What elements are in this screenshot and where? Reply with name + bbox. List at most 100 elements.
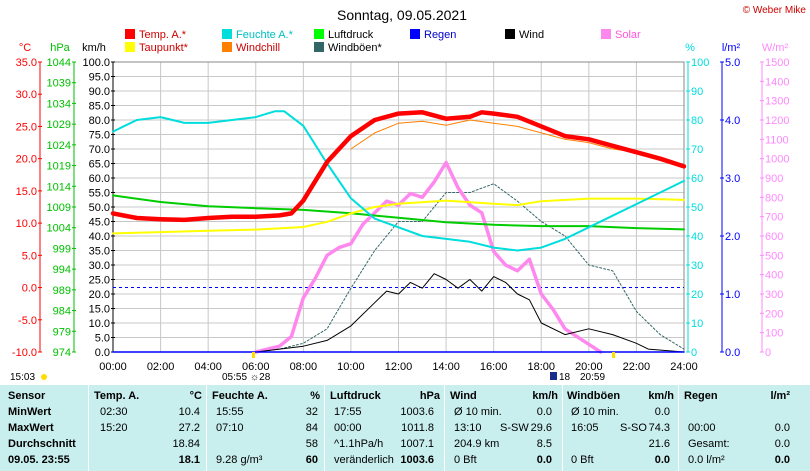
header-temp: Temp. A. [94,390,140,402]
x-tick-label-2: 04:00 [194,361,222,373]
legend-label-5: Solar [615,29,641,41]
tick-label-pressure_hpa-1: 1039 [47,78,71,90]
legend-swatch-2 [314,29,324,39]
pressure-time: 17:55 [334,406,362,418]
gust-direction: S-SO [620,422,647,434]
tick-label-solar_wm2-11: 400 [765,270,783,282]
tick-label-pressure_hpa-4: 1024 [47,140,71,152]
sun-position-marker [550,372,557,380]
x-tick-label-10: 20:00 [575,361,603,373]
marker-moon: ☼28 [250,372,271,383]
tick-label-wind_kmh-6: 70.0 [89,144,110,156]
temp-value: 18.84 [172,438,200,450]
tick-label-wind_kmh-12: 40.0 [89,231,110,243]
series-windb-en [112,183,685,353]
tick-label-humidity_pct-9: 10 [691,318,703,330]
wind-value: 29.6 [530,422,552,434]
pressure-value: 1003.6 [400,406,434,418]
tick-label-solar_wm2-14: 100 [765,328,783,340]
series-wind [112,273,685,353]
marker-sunset: 20:59 [580,372,605,383]
legend-label-1: Feuchte A.* [236,29,294,41]
pressure-time: 00:00 [334,422,362,434]
wind-direction: S-SW [500,422,529,434]
header-gust-unit: km/h [648,390,674,402]
stats-table: Sensor Temp. A. °C Feuchte A.% Luftdruck hPa W… [0,385,810,471]
sun-marker-left [41,374,47,380]
series-temp-a [110,110,687,223]
tick-label-wind_kmh-20: 0.0 [95,347,110,359]
credit-label: © Weber Mike [743,5,807,16]
tick-label-rain_lm2-2: 3.0 [725,173,740,185]
marker-sunrise: 05:55 [222,372,247,383]
tick-label-humidity_pct-7: 30 [691,260,703,272]
tick-label-pressure_hpa-9: 999 [53,243,71,255]
tick-label-rain_lm2-3: 2.0 [725,231,740,243]
sunrise-tick [252,352,255,358]
header-pressure-unit: hPa [419,390,440,402]
tick-label-humidity_pct-8: 20 [691,289,703,301]
axis-header-humidity_pct: % [685,42,695,54]
weather-chart: Sonntag, 09.05.2021 © Weber Mike Temp. A… [10,5,807,383]
rain-info: 00:00 [688,422,716,434]
header-sensor: Sensor [8,390,46,402]
header-wind-unit: km/h [532,390,558,402]
x-tick-label-6: 12:00 [385,361,413,373]
tick-label-rain_lm2-5: 0.0 [725,347,740,359]
marker-sun-pos: 18 [559,372,571,383]
legend-label-7: Windchill [236,42,280,54]
grid [112,61,685,353]
legend-swatch-3 [410,29,420,39]
legend-swatch-6 [125,42,135,52]
tick-label-wind_kmh-14: 30.0 [89,260,110,272]
axis-header-pressure_hpa: hPa [50,42,70,54]
x-tick-label-9: 18:00 [527,361,555,373]
tick-label-solar_wm2-12: 300 [765,289,783,301]
gust-value: 0.0 [654,406,670,418]
tick-label-solar_wm2-8: 700 [765,212,783,224]
wind-value: 0.0 [536,454,552,466]
legend-swatch-7 [222,42,232,52]
tick-label-temp_c-2: 25.0 [16,121,37,133]
legend: Temp. A.* Feuchte A.* Luftdruck Regen Wind So… [125,29,641,54]
tick-label-wind_kmh-17: 15.0 [89,304,110,316]
tick-label-temp_c-1: 30.0 [16,89,37,101]
tick-label-wind_kmh-19: 5.0 [95,333,110,345]
stats-row: MinWert 02:30 10.4 15:55 32 17:55 1003.6 Ø 10 m… [0,405,810,419]
gust-value: 0.0 [654,454,670,466]
tick-label-pressure_hpa-3: 1029 [47,119,71,131]
tick-label-wind_kmh-9: 55.0 [89,188,110,200]
tick-label-humidity_pct-0: 100 [691,57,709,69]
pressure-time: ^1.1hPa/h [334,438,384,450]
x-tick-label-3: 06:00 [242,361,270,373]
x-tick-label-7: 14:00 [432,361,460,373]
stats-row: MaxWert 15:20 27.2 07:10 84 00:00 1011.8 13:10 S… [0,421,810,435]
pressure-value: 1003.6 [400,454,434,466]
humidity-value: 32 [305,406,318,418]
legend-swatch-5 [601,29,611,39]
temp-time: 02:30 [100,406,128,418]
wind-info: 0 Bft [454,454,477,466]
header-rain: Regen [684,390,718,402]
temp-value: 18.1 [178,454,200,466]
tick-label-solar_wm2-10: 500 [765,250,783,262]
tick-label-pressure_hpa-5: 1019 [47,161,71,173]
row-label: Durchschnitt [8,438,76,450]
marker-left-time: 15:03 [10,372,35,383]
header-rain-unit: l/m² [770,390,790,402]
stats-header-row: Sensor Temp. A. °C Feuchte A.% Luftdruck hPa W… [0,389,810,403]
series-solar [254,160,603,354]
row-label: MinWert [8,406,52,418]
gust-value: 21.6 [648,438,670,450]
bottom-markers: 15:03 05:55 ☼28 18 20:59 [10,352,615,383]
tick-label-solar_wm2-0: 1500 [765,57,789,69]
x-tick-label-5: 10:00 [337,361,365,373]
gust-info: 0 Bft [571,454,594,466]
tick-label-pressure_hpa-0: 1044 [47,57,71,69]
tick-label-wind_kmh-2: 90.0 [89,86,110,98]
y-axes: 35.0 30.0 25.0 20.0 15.0 10.0 5.0 0.0 -5.0 -10.0 1… [12,57,790,359]
tick-label-wind_kmh-0: 100.0 [82,57,110,69]
rain-info [688,405,748,419]
axis-header-rain_lm2: l/m² [722,42,741,54]
gust-info: 16:05 [571,422,599,434]
